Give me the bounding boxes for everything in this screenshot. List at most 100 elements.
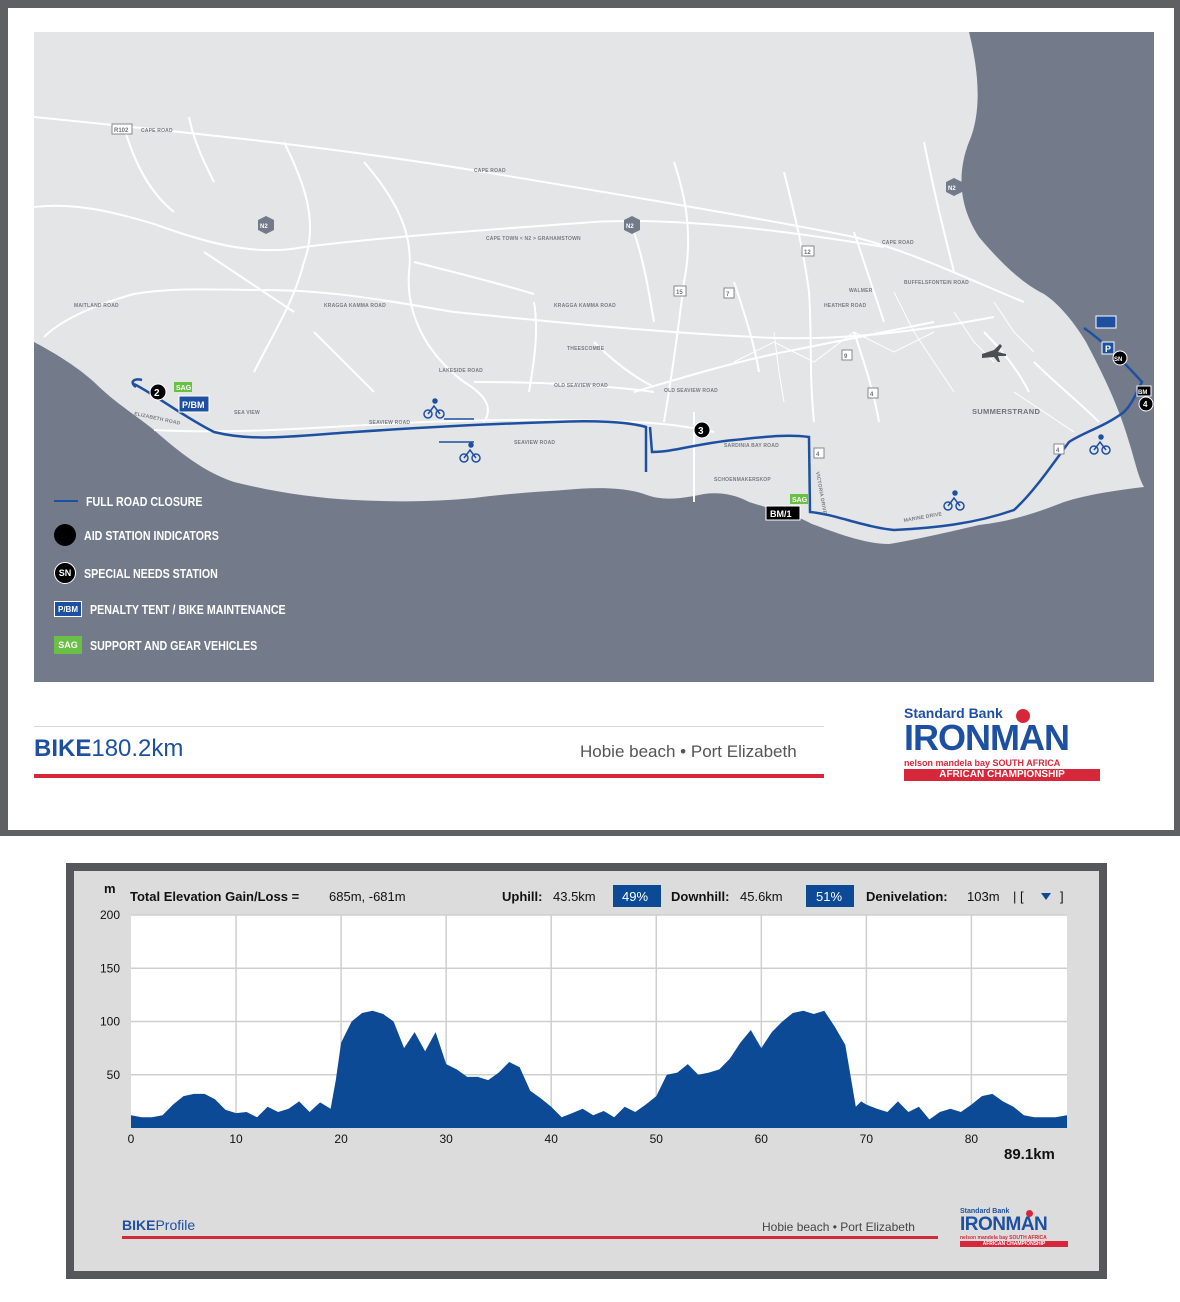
title-light: Profile [155, 1217, 196, 1233]
logo-sponsor: Standard Bank [904, 705, 1003, 721]
y-tick-label: 200 [100, 908, 120, 922]
downhill-pct-badge [806, 885, 854, 907]
sag-icon: SAG [54, 636, 82, 654]
view-controls-end: ] [1060, 889, 1064, 904]
course-map-panel: SUMMERSTRAND SCHOENMAKERSKOP SARDINIA BA… [0, 0, 1180, 836]
suburb-label-schoenmakerskop: SCHOENMAKERSKOP [714, 477, 771, 483]
aid-station-3: 3 [693, 421, 711, 439]
svg-text:4: 4 [1056, 448, 1060, 454]
suburb-label-theescombe: THEESCOMBE [567, 346, 605, 352]
logo-host: nelson mandela bay SOUTH AFRICA [960, 1235, 1047, 1241]
gain-loss-label: Total Elevation Gain/Loss = [130, 889, 300, 904]
street-label-lakeside-road: LAKESIDE ROAD [439, 368, 483, 374]
svg-text:SAG: SAG [792, 497, 808, 504]
logo-dot [1016, 709, 1030, 723]
uphill-pct: 49% [622, 889, 648, 904]
elevation-chart: m Total Elevation Gain/Loss = 685m, -681… [100, 881, 1068, 1163]
downhill-value: 45.6km [740, 889, 783, 904]
svg-text:4: 4 [870, 392, 874, 398]
svg-text:12: 12 [804, 250, 811, 256]
street-label-buffelsfontein-road: BUFFELSFONTEIN ROAD [904, 280, 969, 286]
legend-item-road-closure: FULL ROAD CLOSURE [54, 490, 354, 512]
street-label-n2-direction: CAPE TOWN < N2 > GRAHAMSTOWN [486, 236, 581, 242]
x-tick-label: 20 [334, 1132, 348, 1146]
route-shield-9: 9 [841, 349, 853, 361]
logo-dot [1026, 1210, 1033, 1217]
x-tick-label: 10 [229, 1132, 243, 1146]
svg-text:P: P [1105, 344, 1111, 354]
course-map[interactable]: SUMMERSTRAND SCHOENMAKERSKOP SARDINIA BA… [34, 32, 1154, 682]
svg-text:SN: SN [1114, 357, 1122, 363]
harbour-basin [1064, 300, 1094, 308]
x-tick-label: 40 [545, 1132, 559, 1146]
legend-item-special-needs: SN SPECIAL NEEDS STATION [54, 562, 354, 584]
street-label-old-seaview-road: OLD SEAVIEW ROAD [664, 388, 718, 394]
elevation-area [131, 1010, 1067, 1128]
svg-text:4: 4 [1143, 400, 1148, 409]
map-graphic: SUMMERSTRAND SCHOENMAKERSKOP SARDINIA BA… [34, 32, 1154, 682]
svg-text:R102: R102 [114, 128, 129, 134]
svg-text:BM: BM [1138, 390, 1147, 396]
elevation-profile-panel: m Total Elevation Gain/Loss = 685m, -681… [66, 863, 1107, 1279]
street-label-seaview-road: SEAVIEW ROAD [369, 420, 410, 426]
route-shield-r102: R102 [111, 123, 133, 135]
route-shield-n2: N2 [624, 216, 640, 234]
legend-label: SUPPORT AND GEAR VEHICLES [90, 637, 258, 653]
penalty-tent-marker: P/BM [178, 395, 210, 413]
street-label-kragga-kamma-road: KRAGGA KAMMA ROAD [324, 303, 386, 309]
logo-sponsor: Standard Bank [960, 1208, 1010, 1215]
suburb-label-summerstrand: SUMMERSTRAND [972, 407, 1040, 416]
route-shield-12: 12 [801, 245, 815, 257]
route-shield-15: 15 [673, 285, 687, 297]
street-label-sardinia-bay-road: SARDINIA BAY ROAD [724, 443, 779, 449]
area-layer [130, 1010, 1068, 1128]
svg-text:2: 2 [154, 388, 160, 399]
map-location: Hobie beach • Port Elizabeth [580, 742, 797, 761]
land-mass [34, 32, 1144, 544]
svg-text:3: 3 [698, 426, 704, 437]
dropdown-arrow-icon[interactable] [1041, 893, 1051, 900]
street-label-kragga-kamma-road: KRAGGA KAMMA ROAD [554, 303, 616, 309]
ironman-logo: Standard Bank IRONMAN nelson mandela bay… [904, 705, 1104, 785]
suburb-label-walmer: WALMER [849, 288, 873, 294]
grid-layer [131, 914, 1067, 1128]
suburb-label-sea-view: SEA VIEW [234, 410, 260, 416]
svg-text:N2: N2 [626, 224, 634, 230]
x-tick-label: 70 [860, 1132, 874, 1146]
aid-station-2: 2 [149, 383, 167, 401]
denivelation-label: Denivelation: [866, 889, 948, 904]
title-bold: BIKE [34, 735, 92, 762]
x-tick-label: 30 [439, 1132, 453, 1146]
downhill-label: Downhill: [671, 889, 730, 904]
bike-maintenance-marker: BM [1136, 385, 1152, 397]
legend-item-sag: SAG SUPPORT AND GEAR VEHICLES [54, 634, 354, 656]
legend-item-penalty-tent: P/BM PENALTY TENT / BIKE MAINTENANCE [54, 598, 354, 620]
special-needs-marker: SN [1112, 350, 1128, 366]
bike-route [131, 326, 1144, 532]
route-shield-4: 4 [1053, 443, 1065, 455]
x-tick-label: 60 [755, 1132, 769, 1146]
x-tick-label: 80 [965, 1132, 979, 1146]
route-shield-4: 4 [813, 447, 825, 459]
road-closure-line-icon [54, 500, 78, 502]
suburb-label-sardinia-bay: SARDINIA BAY [630, 499, 668, 505]
logo-brand: IRONMAN [904, 717, 1070, 758]
total-distance-label: 89.1km [1004, 1146, 1055, 1163]
y-unit-label: m [104, 881, 116, 896]
aid-station-dot-icon [54, 524, 76, 546]
route-shield-7: 7 [723, 287, 735, 299]
cyclist-icon [423, 398, 445, 419]
gain-loss-value: 685m, -681m [329, 889, 406, 904]
footer-divider [34, 726, 824, 727]
legend-label: FULL ROAD CLOSURE [86, 493, 203, 509]
uphill-value: 43.5km [553, 889, 596, 904]
tick-layer: 0 10 20 30 40 50 60 70 80 50 100 150 200 [100, 908, 978, 1146]
airport-icon [982, 344, 1006, 362]
svg-text:SAG: SAG [176, 385, 192, 392]
svg-text:4: 4 [816, 452, 820, 458]
road-network [34, 116, 1100, 502]
logo-host: nelson mandela bay SOUTH AFRICA [904, 758, 1061, 768]
map-title: BIKE180.2km [34, 735, 183, 763]
harbour-basin [1074, 314, 1094, 320]
logo-championship: AFRICAN CHAMPIONSHIP [960, 1241, 1068, 1247]
